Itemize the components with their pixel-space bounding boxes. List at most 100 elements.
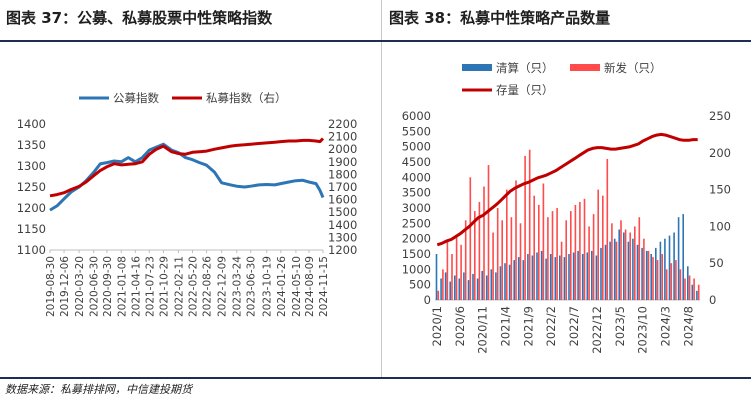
left-axis-tick-label: 1300 [17, 159, 46, 173]
left-axis-tick-label: 1500 [402, 247, 431, 261]
liquidated-bar [659, 241, 662, 300]
liquidated-bar [499, 266, 502, 300]
private-index-line [49, 137, 325, 198]
new-bar [638, 217, 641, 300]
x-axis-tick-label: 2021/4 [499, 306, 513, 346]
liquidated-bar [449, 281, 451, 300]
x-axis-tick-label: 2024/8 [681, 306, 695, 346]
new-bar [602, 195, 604, 300]
new-bar [464, 220, 467, 300]
left-axis-tick-label: 6000 [402, 109, 431, 123]
new-bar [579, 201, 581, 300]
liquidated-bar [444, 272, 447, 300]
new-bar [542, 183, 545, 300]
liquidated-bar [632, 238, 634, 300]
new-bar [528, 149, 531, 300]
liquidated-bar [522, 260, 525, 300]
new-bar [656, 260, 659, 300]
x-axis-tick-label: 2021-04-16 [130, 256, 142, 317]
liquidated-bar [655, 247, 657, 300]
new-bar [446, 241, 449, 300]
new-bar [551, 211, 554, 300]
liquidated-bar [627, 241, 630, 300]
x-axis-tick-label: 2023/10 [636, 306, 650, 354]
liquidated-bar [536, 252, 538, 300]
legend-swatch [570, 64, 600, 71]
panel-divider [381, 0, 382, 377]
liquidated-bar [581, 254, 584, 300]
x-axis-tick-label: 2019-08-30 [45, 256, 57, 317]
new-bar [501, 220, 503, 300]
new-bar [524, 155, 526, 300]
x-axis-tick-label: 2022/12 [590, 306, 604, 354]
x-axis-tick-label: 2024-05-10 [291, 256, 303, 317]
x-axis-tick-label: 2019-12-06 [59, 256, 71, 317]
left-axis-tick-label: 4000 [402, 170, 431, 184]
right-axis-tick-label: 0 [709, 293, 716, 307]
new-bar [483, 186, 485, 300]
new-bar [629, 232, 631, 300]
x-axis-tick-label: 2020/6 [453, 306, 467, 346]
liquidated-bar [650, 254, 652, 300]
new-bar [592, 214, 595, 300]
legend-swatch [462, 64, 492, 71]
liquidated-bar [645, 250, 648, 300]
new-bar [652, 257, 654, 300]
left-axis-tick-label: 5500 [402, 124, 431, 138]
new-bar [519, 223, 522, 300]
liquidated-bar [476, 278, 479, 300]
new-bar [556, 208, 558, 300]
right-axis-tick-label: 1900 [328, 155, 357, 169]
right-chart-title: 图表 38：私募中性策略产品数量 [389, 9, 611, 27]
right-axis-tick-label: 2000 [328, 142, 357, 156]
new-bar [474, 211, 476, 300]
x-axis-tick-label: 2022/2 [544, 306, 558, 346]
liquidated-bar [668, 235, 671, 300]
new-bar [455, 235, 458, 300]
new-bar [597, 189, 599, 300]
right-axis-tick-label: 1500 [328, 205, 357, 219]
new-bar [510, 217, 513, 300]
new-bar [661, 254, 663, 300]
product-count-chart: 0500100015002000250030003500400045005000… [402, 61, 731, 354]
liquidated-bar [677, 217, 680, 300]
liquidated-bar [577, 250, 579, 300]
new-bar [634, 226, 636, 300]
liquidated-bar [481, 270, 483, 300]
liquidated-bar [495, 272, 497, 300]
left-axis-tick-label: 1100 [17, 243, 46, 257]
liquidated-bar [591, 250, 593, 300]
x-axis-tick-label: 2022-08-26 [202, 256, 214, 317]
new-bar [670, 263, 673, 300]
x-axis-tick-label: 2022/7 [567, 306, 581, 346]
right-axis-tick-label: 100 [709, 219, 731, 233]
new-bar [665, 269, 668, 300]
liquidated-bar [568, 254, 570, 300]
left-axis-tick-label: 1000 [402, 262, 431, 276]
x-axis-tick-label: 2022-02-11 [173, 256, 185, 317]
x-axis-tick-label: 2024/3 [658, 306, 672, 346]
right-axis-tick-label: 50 [709, 256, 724, 270]
liquidated-bar [554, 257, 557, 300]
x-axis-tick-label: 2023-06-30 [246, 256, 258, 317]
liquidated-bar [435, 254, 438, 300]
new-bar [570, 211, 572, 300]
liquidated-bar [563, 257, 566, 300]
liquidated-bar [472, 273, 474, 300]
x-axis-tick-label: 2024-11-15 [318, 256, 330, 317]
liquidated-bar [559, 255, 561, 300]
liquidated-bar [545, 258, 547, 300]
liquidated-bar [623, 232, 625, 300]
legend-label: 公募指数 [113, 91, 159, 105]
new-bar [492, 232, 494, 300]
header-rule [0, 40, 751, 42]
left-axis-tick-label: 1400 [17, 117, 46, 131]
left-axis-tick-label: 2000 [402, 232, 431, 246]
new-bar [675, 260, 677, 300]
x-axis-tick-label: 2022-05-20 [188, 256, 200, 317]
x-axis-tick-label: 2020/11 [476, 306, 490, 354]
right-axis-tick-label: 200 [709, 146, 731, 160]
new-bar [478, 201, 481, 300]
right-axis-tick-label: 1400 [328, 218, 357, 232]
legend-label: 清算（只） [496, 61, 554, 75]
